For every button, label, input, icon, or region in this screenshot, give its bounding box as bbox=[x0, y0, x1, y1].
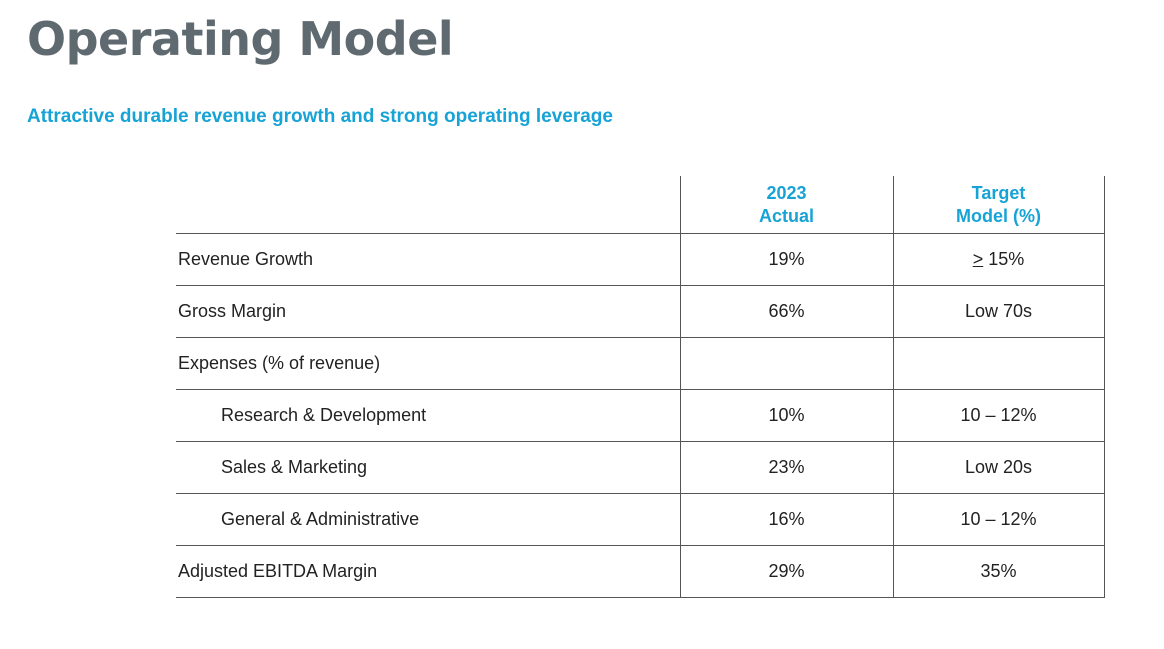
actual-value: 29% bbox=[679, 545, 893, 598]
table-row-expenses: Expenses (% of revenue) bbox=[176, 337, 1105, 390]
row-label: Expenses (% of revenue) bbox=[176, 337, 680, 390]
target-value: Low 20s bbox=[892, 441, 1105, 494]
table-row-gross-margin: Gross Margin 66% Low 70s bbox=[176, 285, 1105, 338]
actual-value: 23% bbox=[679, 441, 893, 494]
header-target-model-label: Model (%) bbox=[956, 205, 1041, 226]
row-label: Gross Margin bbox=[176, 285, 680, 338]
row-label: General & Administrative bbox=[176, 493, 680, 546]
header-actual-year: 2023 bbox=[766, 182, 807, 203]
header-target-label: Target bbox=[971, 182, 1026, 203]
page-subtitle: Attractive durable revenue growth and st… bbox=[27, 106, 613, 127]
table-row-general-administrative: General & Administrative 16% 10 – 12% bbox=[176, 493, 1105, 546]
table-row-adjusted-ebitda-margin: Adjusted EBITDA Margin 29% 35% bbox=[176, 545, 1105, 598]
target-value: 10 – 12% bbox=[892, 493, 1105, 546]
actual-value: 16% bbox=[679, 493, 893, 546]
target-value: 10 – 12% bbox=[892, 389, 1105, 442]
header-actual-label: Actual bbox=[758, 205, 814, 226]
actual-value: 10% bbox=[679, 389, 893, 442]
row-label: Research & Development bbox=[176, 389, 680, 442]
row-label: Sales & Marketing bbox=[176, 441, 680, 494]
operating-model-table-container: 2023 Actual Target Model (%) Revenue Gro… bbox=[176, 176, 1105, 598]
row-label: Adjusted EBITDA Margin bbox=[176, 545, 680, 598]
table-row-sales-marketing: Sales & Marketing 23% Low 20s bbox=[176, 441, 1105, 494]
target-value: Low 70s bbox=[892, 285, 1105, 338]
target-value-text: 15% bbox=[983, 249, 1025, 269]
actual-value: 19% bbox=[679, 233, 893, 286]
target-value: > 15% bbox=[892, 233, 1105, 286]
table-row-revenue-growth: Revenue Growth 19% > 15% bbox=[176, 233, 1105, 286]
actual-value: 66% bbox=[679, 285, 893, 338]
row-label: Revenue Growth bbox=[176, 233, 680, 286]
operating-model-table: 2023 Actual Target Model (%) Revenue Gro… bbox=[176, 176, 1105, 598]
header-2023-actual: 2023 Actual bbox=[679, 176, 893, 234]
page-title: Operating Model bbox=[27, 12, 454, 66]
header-metric bbox=[176, 176, 680, 234]
greater-equal-symbol: > bbox=[972, 249, 984, 269]
actual-value bbox=[679, 337, 893, 390]
target-value: 35% bbox=[892, 545, 1105, 598]
table-row-research-development: Research & Development 10% 10 – 12% bbox=[176, 389, 1105, 442]
header-target-model: Target Model (%) bbox=[892, 176, 1105, 234]
table-header-row: 2023 Actual Target Model (%) bbox=[176, 176, 1105, 234]
target-value bbox=[892, 337, 1105, 390]
